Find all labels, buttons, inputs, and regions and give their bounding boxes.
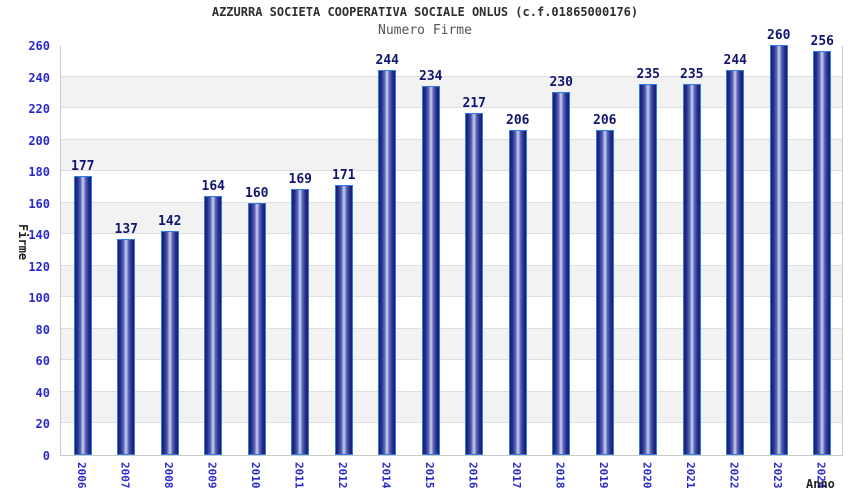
y-tick-label: 240 <box>28 70 50 85</box>
gridline <box>61 264 842 266</box>
x-tick-label: 2016 <box>466 462 480 489</box>
gridline <box>61 327 842 329</box>
bar-value-label: 160 <box>245 185 269 201</box>
x-tick-label: 2008 <box>161 462 175 489</box>
background-band <box>61 423 842 455</box>
background-band <box>61 76 842 109</box>
x-tick-label: 2022 <box>727 462 741 489</box>
x-tick-label: 2017 <box>509 462 523 489</box>
x-tick-label: 2020 <box>640 462 654 489</box>
x-tick-label: 2021 <box>683 462 697 489</box>
bar-value-label: 244 <box>375 53 399 69</box>
bar-2022 <box>726 70 745 455</box>
bar-value-label: 235 <box>636 67 660 83</box>
bar-value-label: 206 <box>593 113 617 129</box>
background-band <box>61 234 842 266</box>
y-tick-label: 80 <box>35 322 50 337</box>
background-band <box>61 171 842 203</box>
bar-value-label: 137 <box>114 221 138 237</box>
y-tick-label: 120 <box>28 259 50 274</box>
bar-2020 <box>639 84 658 455</box>
y-axis-title: Firme <box>16 224 30 261</box>
x-tick-label: 2019 <box>596 462 610 489</box>
bar-2019 <box>595 130 614 455</box>
bar-2016 <box>465 112 484 455</box>
bar-2006 <box>73 175 92 455</box>
bar-2021 <box>682 84 701 455</box>
background-band <box>61 328 842 361</box>
x-tick-label: 2014 <box>379 462 393 489</box>
bar-value-label: 235 <box>680 67 704 83</box>
y-tick-label: 60 <box>35 354 50 369</box>
bar-2024 <box>813 51 832 455</box>
x-tick-label: 2009 <box>205 462 219 489</box>
bar-2012 <box>334 185 353 455</box>
background-band <box>61 139 842 172</box>
y-tick-label: 220 <box>28 102 50 117</box>
bar-2015 <box>421 86 440 455</box>
background-band <box>61 108 842 140</box>
y-tick-label: 160 <box>28 196 50 211</box>
x-tick-label: 2010 <box>248 462 262 489</box>
bar-value-label: 256 <box>810 34 834 50</box>
x-tick-label: 2018 <box>553 462 567 489</box>
bar-value-label: 171 <box>332 168 356 184</box>
bar-value-label: 142 <box>158 214 182 230</box>
x-tick-label: 2011 <box>292 462 306 489</box>
gridline <box>61 170 842 172</box>
gridline <box>61 296 842 298</box>
background-band <box>61 297 842 329</box>
gridline <box>61 233 842 235</box>
chart-title: AZZURRA SOCIETA COOPERATIVA SOCIALE ONLU… <box>211 5 639 19</box>
x-tick-label: 2023 <box>770 462 784 489</box>
x-tick-label: 2006 <box>74 462 88 489</box>
gridline <box>61 422 842 424</box>
y-tick-label: 260 <box>28 39 50 53</box>
bar-2018 <box>552 92 571 455</box>
bar-value-label: 177 <box>71 158 95 174</box>
y-tick-label: 100 <box>28 291 50 306</box>
y-tick-label: 20 <box>35 417 50 432</box>
gridline <box>61 390 842 392</box>
bar-2011 <box>291 188 310 455</box>
bar-2010 <box>247 202 266 455</box>
bar-2009 <box>204 196 223 455</box>
background-band <box>61 202 842 235</box>
x-tick-label: 2012 <box>335 462 349 489</box>
x-tick-label: 2015 <box>422 462 436 489</box>
background-band <box>61 265 842 298</box>
bar-2007 <box>117 238 136 455</box>
background-band <box>61 45 842 77</box>
x-axis-title: Anno <box>806 477 835 491</box>
bar-value-label: 234 <box>419 69 443 84</box>
bar-value-label: 169 <box>288 171 312 187</box>
bar-2008 <box>160 231 179 455</box>
chart-subtitle: Numero Firme <box>378 23 472 38</box>
bar-value-label: 260 <box>767 28 791 43</box>
bar-2017 <box>508 130 527 455</box>
gridline <box>61 138 842 140</box>
background-band <box>61 391 842 424</box>
bar-2023 <box>769 45 788 455</box>
x-tick-label: 2024 <box>814 462 828 489</box>
bar-value-label: 230 <box>549 75 573 91</box>
background-band <box>61 360 842 392</box>
x-tick-label: 2007 <box>118 462 132 489</box>
gridline <box>61 359 842 361</box>
y-tick-label: 200 <box>28 133 50 148</box>
y-tick-label: 180 <box>28 165 50 180</box>
bar-value-label: 244 <box>723 53 747 69</box>
bar-value-label: 164 <box>201 179 225 195</box>
y-tick-label: 140 <box>28 228 50 243</box>
gridline <box>61 107 842 109</box>
bar-2014 <box>378 70 397 455</box>
plot-area: 177 137 142 164 160 169 171 244 234 217 206 230 206 2… <box>60 29 843 456</box>
bar-value-label: 217 <box>462 95 486 111</box>
y-tick-label: 0 <box>42 449 50 463</box>
gridline <box>61 75 842 77</box>
bar-value-label: 206 <box>506 113 530 129</box>
gridline <box>61 201 842 203</box>
y-tick-label: 40 <box>35 385 50 400</box>
